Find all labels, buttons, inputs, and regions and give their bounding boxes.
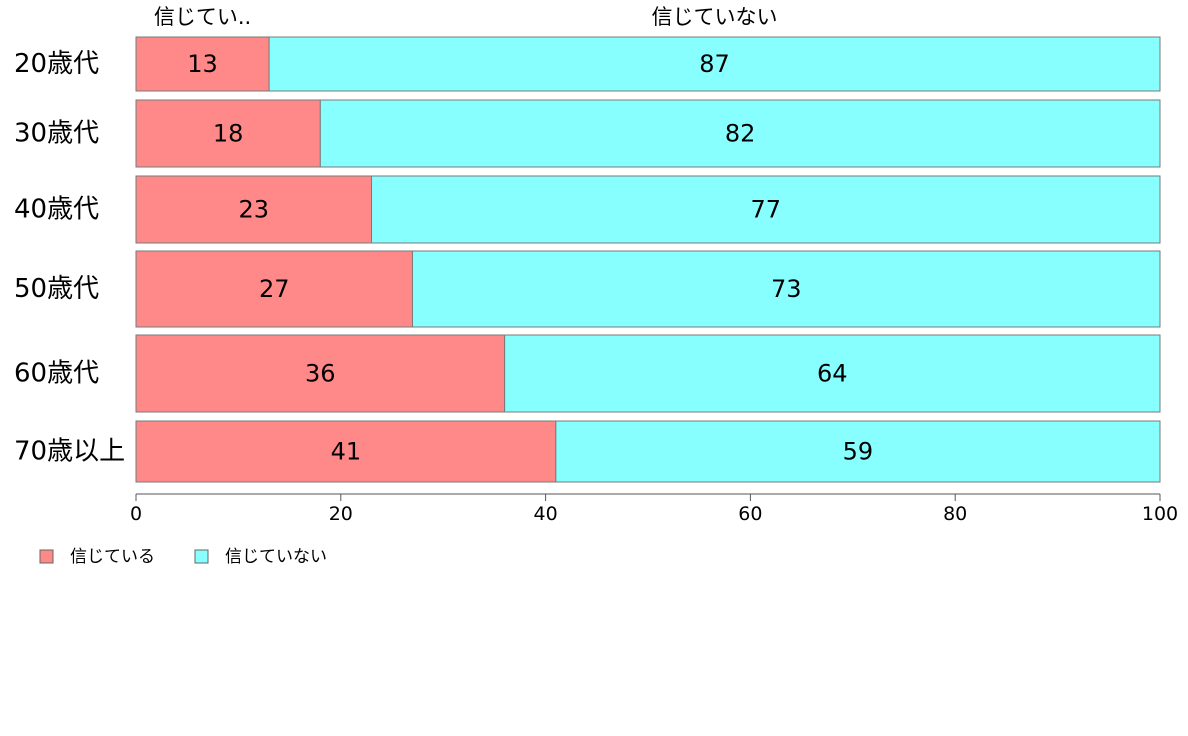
bar-segment — [268, 36, 1161, 92]
x-tick-label: 60 — [738, 503, 762, 525]
bar-segment — [135, 99, 321, 168]
bar-segment — [319, 99, 1161, 168]
bar-segment — [504, 334, 1161, 413]
column-header: 信じていない — [652, 5, 778, 29]
row-label: 50歳代 — [14, 274, 99, 304]
row-label: 20歳代 — [14, 49, 99, 79]
data-label: 13 — [187, 50, 218, 78]
data-label: 87 — [699, 50, 730, 78]
bar-segment — [371, 175, 1161, 244]
data-label: 64 — [817, 360, 848, 388]
data-label: 41 — [331, 438, 362, 466]
bar-segment — [555, 420, 1161, 483]
data-label: 59 — [843, 438, 874, 466]
legend-swatch — [194, 549, 209, 564]
row-label: 30歳代 — [14, 119, 99, 149]
x-tick-label: 20 — [329, 503, 353, 525]
bar-segment — [411, 250, 1161, 328]
data-label: 77 — [750, 196, 781, 224]
x-tick-label: 100 — [1142, 503, 1178, 525]
data-label: 23 — [238, 196, 269, 224]
row-label: 40歳代 — [14, 195, 99, 225]
data-label: 82 — [725, 120, 756, 148]
row-label: 70歳以上 — [14, 437, 125, 467]
legend-label: 信じていない — [225, 547, 327, 567]
legend-label: 信じている — [70, 547, 155, 567]
x-tick-label: 80 — [943, 503, 967, 525]
legend-swatch — [39, 549, 54, 564]
x-tick-label: 0 — [130, 503, 142, 525]
data-label: 36 — [305, 360, 336, 388]
bar-segment — [135, 36, 270, 92]
data-label: 27 — [259, 275, 290, 303]
data-label: 18 — [213, 120, 244, 148]
bar-segment — [135, 250, 413, 328]
x-tick-label: 40 — [534, 503, 558, 525]
column-header: 信じてい.. — [154, 5, 251, 29]
bar-segment — [135, 175, 373, 244]
bar-segment — [135, 334, 506, 413]
data-label: 73 — [771, 275, 802, 303]
row-label: 60歳代 — [14, 359, 99, 389]
